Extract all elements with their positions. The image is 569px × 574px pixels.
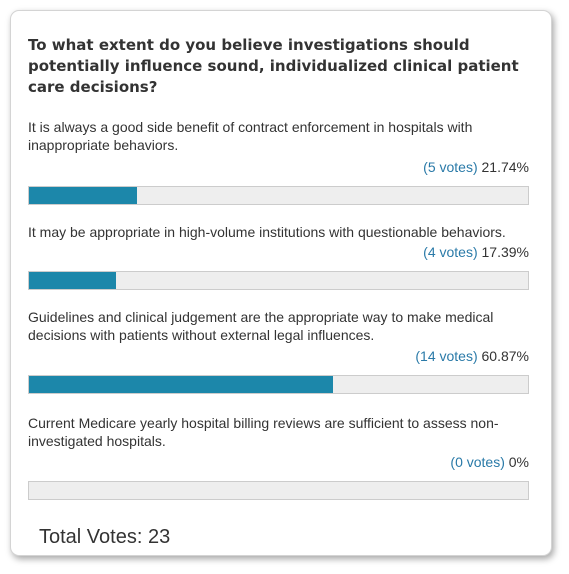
answer-stats: (5 votes) 21.74%	[28, 158, 531, 176]
poll-card: To what extent do you believe investigat…	[10, 10, 552, 556]
poll-answer: It may be appropriate in high-volume ins…	[28, 223, 531, 290]
vote-count: (4 votes)	[423, 244, 478, 260]
vote-percent: 0%	[508, 454, 529, 470]
poll-question: To what extent do you believe investigat…	[28, 36, 519, 96]
answer-text: It is always a good side benefit of cont…	[28, 119, 473, 153]
answer-stats: (0 votes) 0%	[28, 453, 531, 471]
poll-answer: It is always a good side benefit of cont…	[28, 118, 531, 205]
answer-text: Current Medicare yearly hospital billing…	[28, 415, 499, 449]
vote-percent: 60.87%	[481, 348, 529, 364]
poll-answers: It is always a good side benefit of cont…	[28, 118, 531, 500]
vote-percent: 21.74%	[481, 159, 529, 175]
vote-count: (14 votes)	[415, 348, 478, 364]
poll-answer: Guidelines and clinical judgement are th…	[28, 308, 531, 394]
result-bar-track	[28, 186, 529, 205]
result-bar-track	[28, 481, 529, 500]
result-bar-fill	[29, 187, 138, 204]
answer-stats: (14 votes) 60.87%	[28, 347, 531, 365]
vote-count: (0 votes)	[450, 454, 505, 470]
total-votes: Total Votes: 23	[39, 526, 171, 548]
poll-answer: Current Medicare yearly hospital billing…	[28, 414, 531, 500]
answer-text: It may be appropriate in high-volume ins…	[28, 224, 506, 240]
result-bar-fill	[29, 272, 116, 289]
vote-count: (5 votes)	[423, 159, 478, 175]
answer-text: Guidelines and clinical judgement are th…	[28, 309, 494, 343]
result-bar-track	[28, 271, 529, 290]
result-bar-fill	[29, 376, 333, 393]
result-bar-track	[28, 375, 529, 394]
vote-percent: 17.39%	[481, 244, 529, 260]
answer-stats: (4 votes) 17.39%	[28, 243, 531, 261]
